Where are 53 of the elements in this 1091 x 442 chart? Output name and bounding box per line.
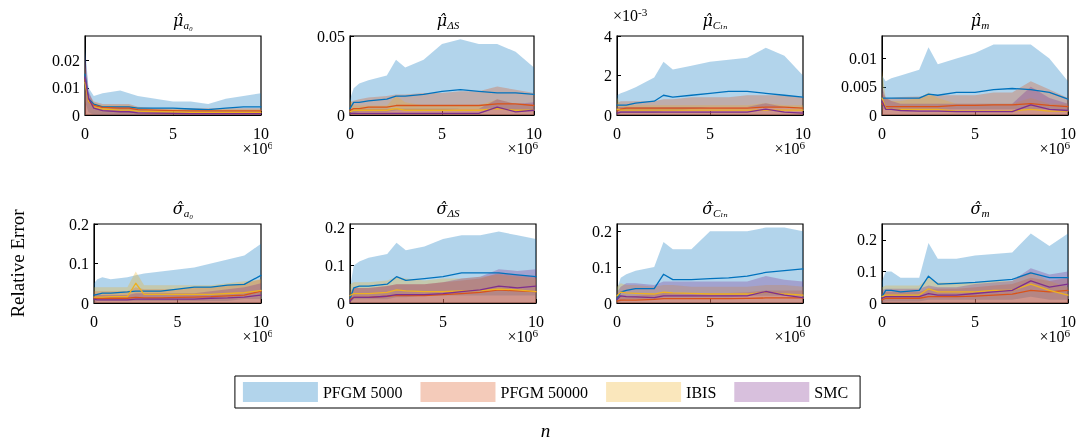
x-tick-label: 10	[795, 124, 811, 142]
legend-label: SMC	[814, 383, 849, 401]
x-tick-label: 5	[173, 312, 182, 330]
line-series	[93, 282, 262, 298]
line-series	[349, 89, 535, 110]
y-tick-label: 0.1	[69, 255, 89, 272]
y-tick-label: 0.2	[592, 222, 612, 240]
line-series	[881, 272, 1069, 298]
x-tick-label: 10	[795, 312, 811, 330]
y-tick-label: 0.01	[52, 79, 80, 97]
x-axis-title: n	[540, 420, 551, 441]
line-series	[616, 90, 804, 106]
x-tick-label: 5	[439, 312, 447, 330]
y-tick-label: 0.02	[52, 52, 80, 70]
y-tick-label: 0.005	[841, 78, 877, 96]
line-series	[93, 274, 262, 296]
line-series	[881, 87, 1069, 100]
y-tick-label: 0.1	[857, 262, 877, 280]
y-tick-label: 0.1	[592, 258, 612, 276]
x-tick-label: 10	[528, 312, 544, 330]
y-tick-label: 0	[869, 106, 877, 124]
y-axis-title: Relative Error	[7, 208, 28, 318]
line-series	[349, 103, 535, 111]
y-tick-label: 0	[604, 294, 612, 312]
line-series	[93, 290, 262, 299]
x-tick-label: 5	[169, 124, 177, 142]
x-tick-label: 10	[253, 124, 269, 142]
y-tick-label: 0.2	[69, 215, 89, 233]
y-tick-label: 0.05	[317, 27, 345, 45]
legend-label: IBIS	[686, 383, 717, 401]
x-tick-label: 10	[1060, 124, 1076, 142]
y-tick-label: 0.2	[325, 219, 345, 237]
y-tick-label: 0	[869, 294, 877, 312]
x-tick-label: 10	[526, 124, 542, 142]
y-tick-label: 0.2	[857, 231, 877, 249]
y-tick-label: 0	[81, 294, 89, 312]
y-tick-label: 0.01	[849, 50, 877, 68]
legend-label: PFGM 5000	[322, 383, 403, 401]
x-tick-label: 5	[971, 124, 979, 142]
legend-label: PFGM 50000	[500, 383, 589, 401]
x-tick-label: 5	[971, 312, 979, 330]
y-tick-label: 0	[604, 106, 612, 124]
y-tick-label: 0	[337, 294, 345, 312]
x-tick-label: 5	[706, 124, 714, 142]
y-tick-label: 2	[604, 67, 612, 84]
y-tick-label: 4	[604, 27, 612, 45]
x-tick-label: 5	[438, 124, 446, 142]
y-tick-label: 0	[72, 106, 80, 124]
x-tick-label: 10	[253, 312, 269, 330]
y-tick-label: 0.1	[325, 256, 345, 274]
x-tick-label: 5	[706, 312, 714, 330]
y-tick-label: 0	[337, 106, 345, 124]
x-tick-label: 10	[1060, 312, 1076, 330]
